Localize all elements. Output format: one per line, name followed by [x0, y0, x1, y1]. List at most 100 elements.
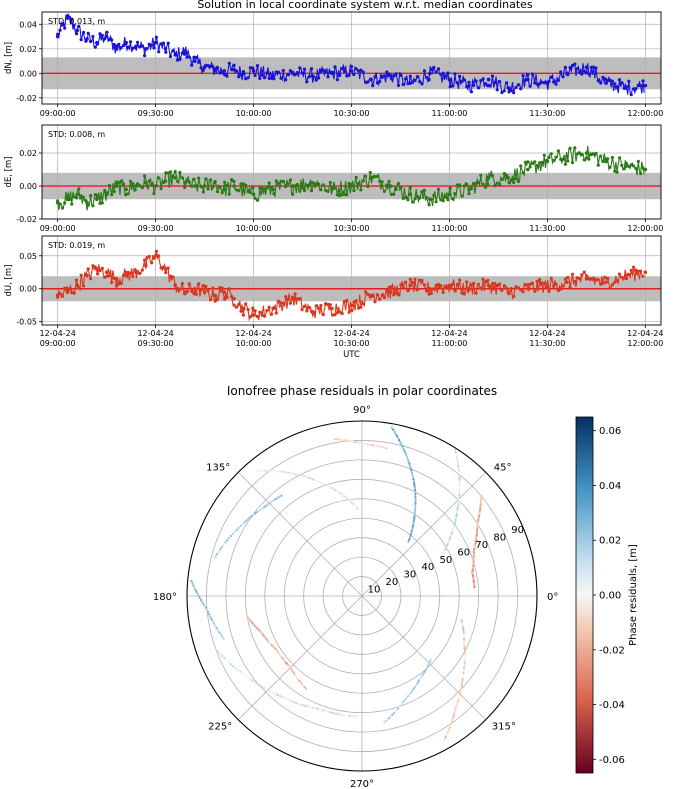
residual-point [457, 465, 460, 468]
series-key-point [55, 200, 60, 205]
residual-point [413, 513, 416, 516]
residual-point [236, 668, 239, 671]
residual-point [201, 600, 204, 604]
x-tick-label: 11:30:00 [529, 109, 565, 118]
residual-point [447, 729, 450, 732]
residual-point [354, 715, 357, 718]
residual-point [271, 691, 274, 694]
series-key-point [506, 175, 511, 180]
residual-point [289, 699, 292, 702]
residual-point [457, 697, 460, 700]
residual-point [455, 455, 458, 458]
series-key-point [271, 306, 275, 311]
series-key-point [584, 277, 589, 281]
residual-point [479, 499, 483, 502]
residual-point [414, 497, 417, 500]
residual-point [473, 585, 476, 589]
residual-point [461, 680, 464, 684]
residual-point [479, 505, 482, 508]
series-key-point [467, 83, 471, 88]
residual-point [196, 592, 199, 596]
residual-point [413, 484, 416, 487]
residual-point [219, 548, 222, 551]
residual-point [263, 687, 266, 690]
residual-point [409, 464, 412, 468]
residual-point [459, 690, 462, 693]
residual-point [256, 682, 259, 685]
series-key-point [290, 296, 295, 301]
series-key-point [623, 164, 628, 169]
residual-point [191, 582, 194, 585]
residual-point [223, 657, 226, 660]
residual-point [480, 494, 483, 498]
residual-point [413, 482, 416, 485]
y-tick-label: -0.02 [16, 94, 37, 103]
residual-point [457, 498, 460, 501]
residual-point [399, 441, 402, 444]
series-key-point [192, 286, 197, 291]
residual-point [473, 547, 476, 551]
residual-point [220, 545, 224, 549]
residual-point [454, 448, 457, 451]
residual-point [357, 508, 360, 511]
residual-point [307, 476, 310, 479]
residual-point [289, 666, 292, 669]
residual-point [409, 467, 412, 470]
series-key-point [565, 280, 569, 284]
residual-point [316, 707, 320, 710]
y-tick-label: 0.00 [19, 69, 37, 78]
residual-point [456, 509, 459, 512]
series-key-point [232, 184, 236, 188]
residual-point [248, 677, 251, 680]
residual-point [415, 684, 418, 687]
residual-point [461, 678, 464, 681]
residual-point [394, 432, 397, 435]
residual-point [463, 667, 466, 670]
residual-point [414, 493, 417, 496]
residual-point [263, 469, 266, 472]
residual-point [323, 483, 326, 486]
residual-point [463, 642, 466, 645]
residual-point [472, 552, 475, 556]
residual-point [247, 517, 250, 520]
residual-point [199, 598, 202, 602]
series-key-point [584, 65, 589, 69]
residual-point [474, 540, 477, 543]
residual-point [462, 671, 465, 674]
residual-point [306, 705, 309, 708]
x-tick-label: 10:30:00 [334, 224, 370, 233]
residual-point [457, 500, 460, 503]
residual-point [454, 708, 457, 712]
residual-point [405, 454, 408, 457]
series-key-point [163, 267, 168, 271]
x-tick-label: 09:30:00 [138, 224, 174, 233]
x-tick-date-label: 12-04-24 [137, 329, 173, 338]
x-tick-date-label: 12-04-24 [40, 329, 76, 338]
angle-label: 45° [494, 462, 512, 473]
residual-point [327, 710, 330, 713]
residual-point [413, 687, 416, 690]
series-key-point [153, 184, 158, 188]
radial-tick-label: 80 [493, 532, 506, 543]
residual-point [224, 541, 227, 544]
residual-point [412, 519, 415, 522]
residual-point [408, 693, 411, 696]
residual-point [398, 706, 401, 709]
satellite-track [246, 615, 308, 690]
residual-point [405, 696, 408, 699]
series-key-point [447, 283, 452, 288]
colorbar-tick-label: 0.02 [599, 536, 621, 547]
series-key-point [486, 283, 491, 288]
residual-point [407, 695, 410, 698]
residual-point [411, 526, 414, 529]
residual-point [209, 615, 212, 618]
residual-point [458, 494, 461, 497]
residual-point [404, 451, 407, 455]
residual-point [463, 662, 466, 665]
residual-point [460, 683, 464, 686]
residual-point [301, 474, 304, 477]
angle-label: 135° [206, 462, 230, 473]
residual-point [462, 673, 465, 677]
series-key-point [467, 286, 471, 291]
residual-point [475, 530, 479, 534]
